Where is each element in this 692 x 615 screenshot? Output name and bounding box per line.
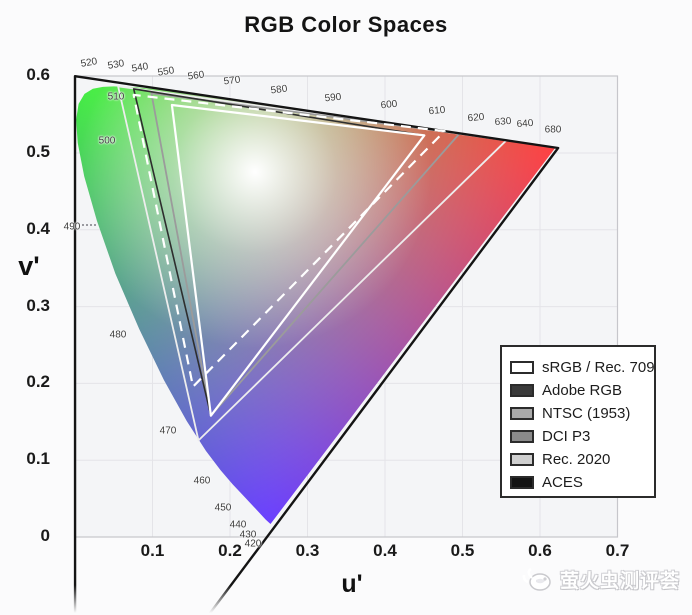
legend-label: NTSC (1953) — [542, 405, 631, 422]
wavelength-label-510: 510 — [107, 91, 125, 103]
watermark: 萤火虫测评荟 — [522, 564, 680, 594]
wavelength-label-450: 450 — [214, 502, 232, 514]
wavelength-label-680: 680 — [544, 124, 562, 136]
gamut-dci-p3-triangle — [150, 92, 461, 417]
legend-swatch-aces — [510, 476, 534, 489]
x-tick: 0.4 — [373, 541, 397, 560]
y-tick: 0.2 — [26, 372, 50, 391]
wavelength-label-630: 630 — [494, 115, 512, 129]
firefly-icon — [522, 567, 551, 591]
legend-label: Rec. 2020 — [542, 451, 611, 468]
y-tick: 0.4 — [26, 219, 50, 238]
x-tick: 0.6 — [528, 541, 552, 560]
legend-swatch-srgb — [510, 361, 534, 374]
y-tick: 0 — [40, 526, 50, 545]
y-tick: 0.3 — [26, 296, 50, 315]
legend-swatch-dci-p3 — [510, 430, 534, 443]
legend-label: DCI P3 — [542, 428, 591, 445]
wavelength-label-540: 540 — [130, 61, 150, 75]
y-tick: 0.1 — [26, 449, 50, 468]
wavelength-label-570: 570 — [223, 74, 241, 88]
wavelength-label-550: 550 — [156, 65, 176, 79]
legend-label: sRGB / Rec. 709 — [542, 359, 655, 376]
line-fade-diagonal — [185, 585, 295, 615]
wavelength-label-500: 500 — [98, 135, 116, 147]
gamut-aces-triangle — [73, 74, 560, 615]
legend-label: ACES — [542, 474, 583, 491]
wavelength-leader-490 — [82, 224, 96, 226]
wavelength-label-470: 470 — [159, 425, 177, 437]
y-axis-label: v' — [18, 251, 40, 281]
x-tick: 0.2 — [218, 541, 242, 560]
wavelength-label-600: 600 — [380, 98, 398, 112]
legend-row-rec2020: Rec. 2020 — [510, 448, 654, 471]
x-axis-label: u' — [341, 570, 363, 598]
wavelength-label-440: 440 — [229, 519, 247, 531]
wavelength-label-590: 590 — [324, 91, 342, 105]
x-tick: 0.5 — [450, 541, 475, 560]
legend-swatch-adobe-rgb — [510, 384, 534, 397]
legend-row-adobe-rgb: Adobe RGB — [510, 379, 654, 402]
gamut-ntsc-1953-triangle — [132, 93, 446, 388]
wavelength-label-580: 580 — [270, 83, 288, 97]
legend-label: Adobe RGB — [542, 382, 623, 399]
wavelength-label-460: 460 — [193, 475, 211, 487]
wavelength-label-620: 620 — [467, 111, 485, 125]
x-tick: 0.1 — [140, 541, 165, 560]
wavelength-label-420: 420 — [244, 538, 262, 550]
legend-swatch-ntsc — [510, 407, 534, 420]
wavelength-label-490: 490 — [63, 221, 81, 233]
wavelength-label-530: 530 — [106, 58, 126, 72]
x-tick: 0.7 — [605, 541, 630, 560]
y-tick: 0.5 — [26, 142, 50, 161]
legend-row-dci-p3: DCI P3 — [510, 425, 654, 448]
legend-swatch-rec2020 — [510, 453, 534, 466]
wavelength-label-480: 480 — [109, 329, 127, 341]
line-fade-left — [60, 585, 92, 615]
gamut-rec2020-triangle — [117, 85, 508, 442]
legend-row-ntsc: NTSC (1953) — [510, 402, 654, 425]
chart-title: RGB Color Spaces — [244, 12, 448, 37]
legend-row-aces: ACES — [510, 471, 654, 494]
x-tick: 0.3 — [295, 541, 320, 560]
gamut-srgb-triangle — [170, 103, 426, 417]
wavelength-label-640: 640 — [516, 117, 534, 131]
wavelength-label-610: 610 — [428, 104, 446, 118]
y-tick: 0.6 — [26, 65, 50, 84]
legend: sRGB / Rec. 709 Adobe RGB NTSC (1953) DC… — [500, 345, 656, 498]
wavelength-label-430: 430 — [239, 529, 257, 541]
legend-row-srgb: sRGB / Rec. 709 — [510, 356, 655, 379]
wavelength-label-560: 560 — [186, 69, 206, 83]
watermark-text: 萤火虫测评荟 — [560, 570, 681, 592]
wavelength-label-520: 520 — [79, 56, 99, 70]
